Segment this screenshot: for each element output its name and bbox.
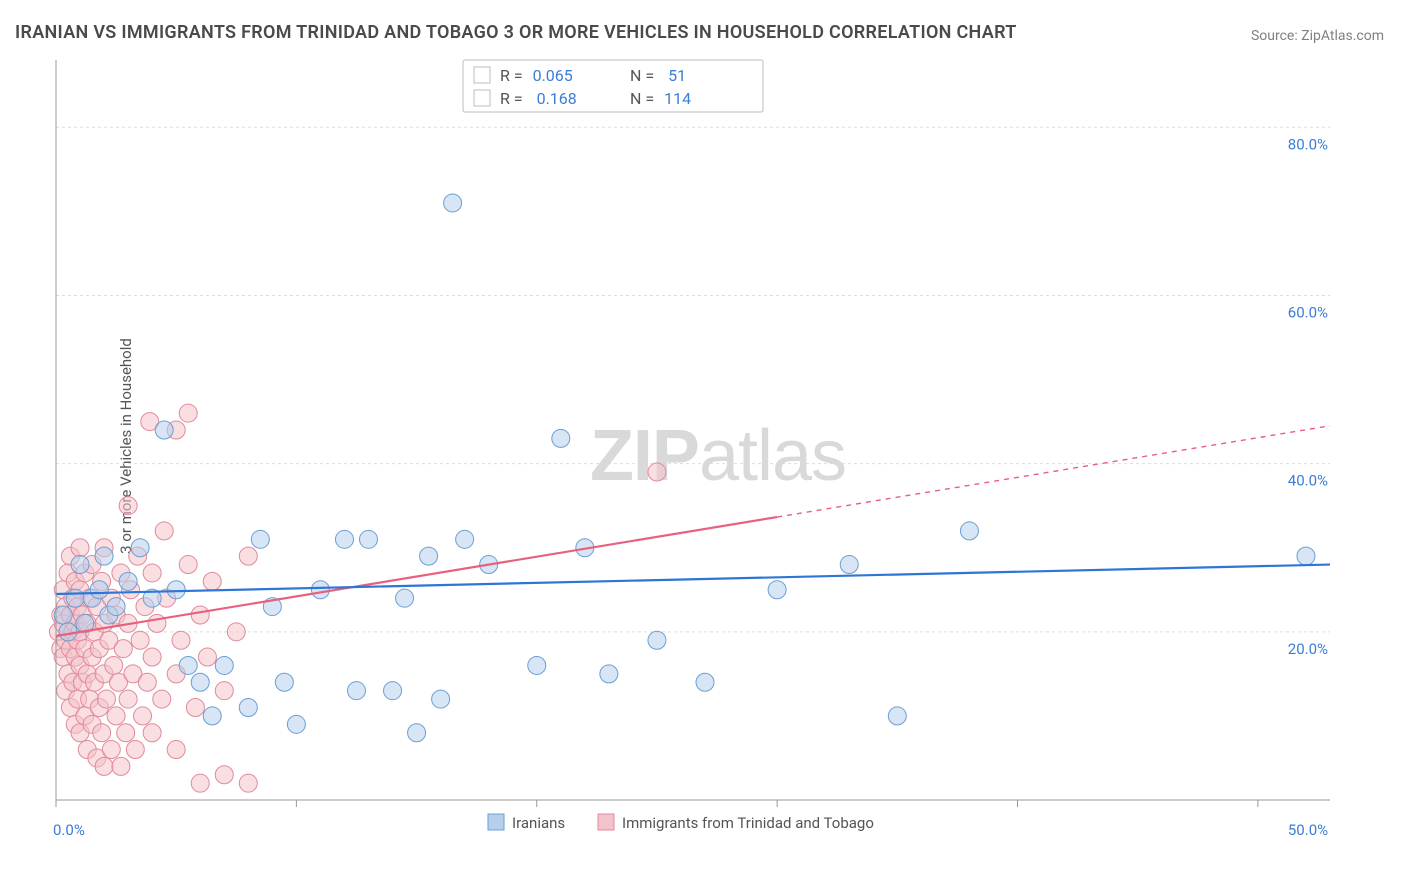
stat-n2: 114: [664, 89, 691, 108]
svg-text:N = 51: N = 51: [630, 66, 686, 85]
plot-svg: ZIPatlas 20.0% 40.0% 60.0% 80.0% R = 0.065 …: [50, 60, 1386, 840]
svg-text:ZIPatlas: ZIPatlas: [590, 416, 846, 496]
stat-r1: 0.065: [533, 66, 573, 85]
stat-n-label2: N =: [630, 89, 654, 108]
stat-box: R = 0.065 N = 51 R = 0.168 N = 114: [463, 60, 763, 112]
svg-text:80.0%: 80.0%: [1288, 135, 1328, 153]
legend: Iranians Immigrants from Trinidad and To…: [488, 814, 874, 832]
x-tick-0: 0.0%: [53, 821, 85, 839]
svg-text:40.0%: 40.0%: [1288, 472, 1328, 490]
stat-r-label2: R =: [500, 89, 523, 108]
y-tick-labels: 20.0% 40.0% 60.0% 80.0%: [1288, 135, 1328, 658]
stat-n1: 51: [668, 66, 686, 85]
legend-series2: Immigrants from Trinidad and Tobago: [622, 814, 874, 832]
svg-text:R = 0.065: R = 0.065: [500, 66, 573, 85]
stat-r-label: R =: [500, 66, 523, 85]
legend-series1: Iranians: [512, 814, 565, 832]
scatter-plot: ZIPatlas 20.0% 40.0% 60.0% 80.0% R = 0.065 …: [50, 60, 1386, 840]
stat-r2: 0.168: [537, 89, 577, 108]
svg-text:20.0%: 20.0%: [1288, 640, 1328, 658]
svg-text:R = 0.168: R = 0.168: [500, 89, 577, 108]
source-attribution: Source: ZipAtlas.com: [1251, 28, 1384, 44]
x-tick-50: 50.0%: [1288, 821, 1328, 839]
svg-text:60.0%: 60.0%: [1288, 303, 1328, 321]
series2-points: [49, 404, 666, 792]
stat-n-label: N =: [630, 66, 654, 85]
chart-title: IRANIAN VS IMMIGRANTS FROM TRINIDAD AND …: [15, 22, 1017, 43]
watermark: ZIPatlas: [590, 416, 846, 496]
